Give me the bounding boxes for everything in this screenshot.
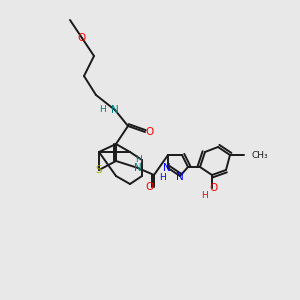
Text: N: N	[111, 105, 119, 115]
Text: H: H	[100, 106, 106, 115]
Text: O: O	[78, 33, 86, 43]
Text: N: N	[134, 163, 142, 173]
Text: H: H	[159, 173, 165, 182]
Text: N: N	[163, 163, 171, 173]
Text: O: O	[146, 182, 154, 192]
Text: H: H	[135, 155, 141, 164]
Text: O: O	[209, 183, 217, 193]
Text: N: N	[176, 172, 184, 182]
Text: O: O	[146, 127, 154, 137]
Text: S: S	[96, 165, 102, 175]
Text: H: H	[201, 191, 207, 200]
Text: CH₃: CH₃	[252, 151, 268, 160]
